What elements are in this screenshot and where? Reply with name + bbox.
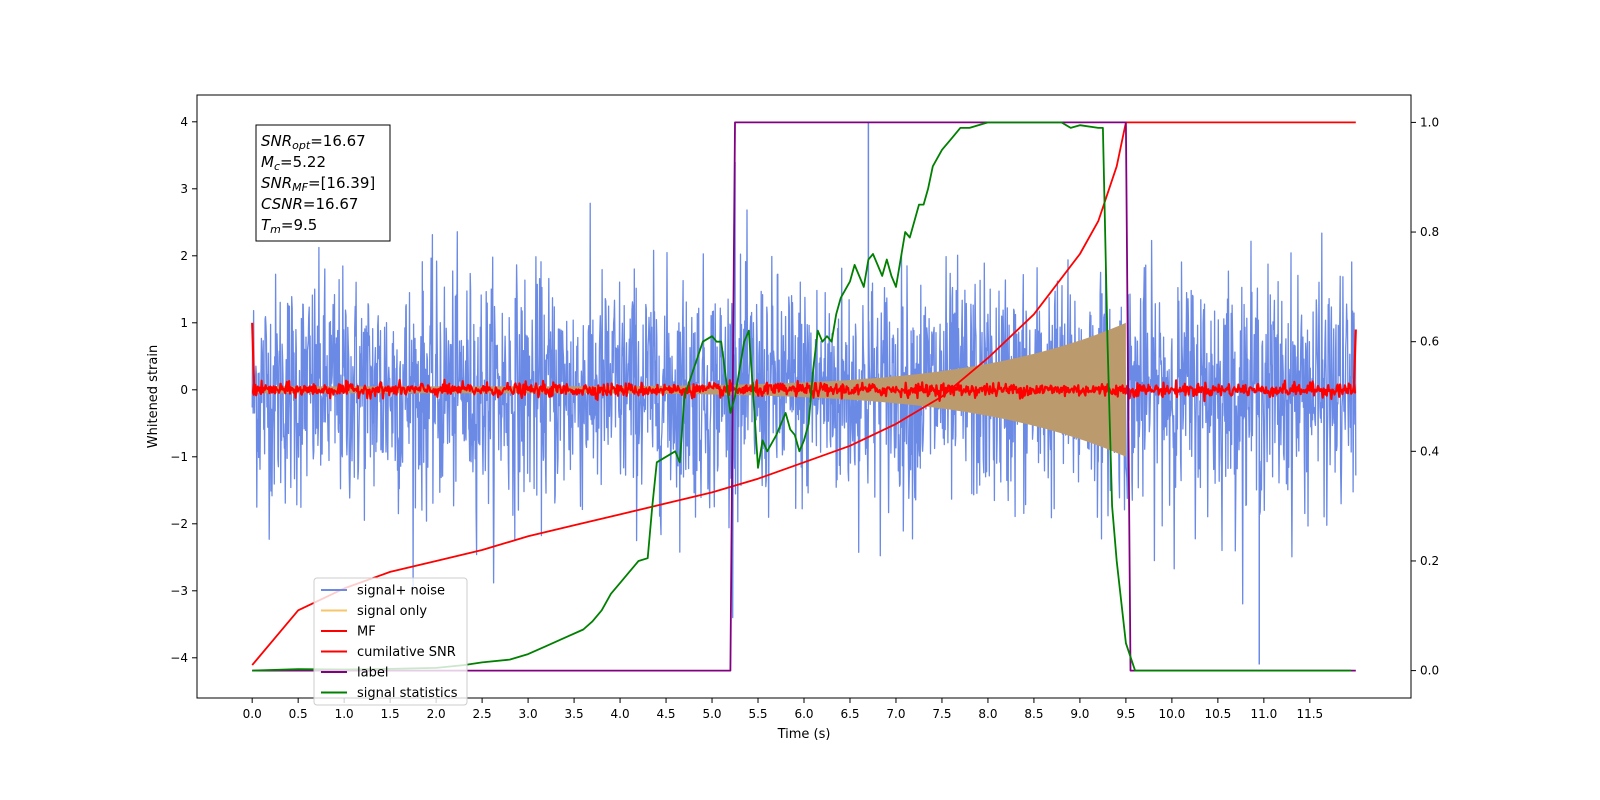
x-tick-label: 5.0 [702, 707, 721, 721]
y-tick-label: −3 [170, 584, 188, 598]
annotation-frame [255, 124, 391, 242]
x-tick-label: 11.0 [1250, 707, 1277, 721]
x-tick-label: 8.5 [1024, 707, 1043, 721]
y2-tick-label: 1.0 [1420, 115, 1439, 129]
y2-tick-label: 0.0 [1420, 664, 1439, 678]
y2-tick-label: 0.6 [1420, 335, 1439, 349]
legend-label: signal statistics [357, 686, 458, 701]
x-tick-label: 3.5 [565, 707, 584, 721]
x-tick-label: 2.0 [427, 707, 446, 721]
y-tick-label: 4 [180, 115, 188, 129]
legend-frame [313, 577, 468, 706]
legend: signal+ noise signal only MF cumilative SNR… [313, 577, 468, 706]
x-tick-label: 3.0 [519, 707, 538, 721]
x-tick-label: 4.5 [656, 707, 675, 721]
y2-tick-label: 0.4 [1420, 444, 1439, 458]
x-tick-label: 9.5 [1116, 707, 1135, 721]
x-tick-label: 6.0 [794, 707, 813, 721]
legend-label: cumilative SNR [357, 645, 456, 660]
annotation-line: Tm=9.5 [261, 216, 317, 236]
cumulative-snr-line [251, 121, 1356, 666]
x-tick-label: 11.5 [1296, 707, 1323, 721]
y-tick-label: 0 [180, 383, 188, 397]
x-tick-label: 7.0 [886, 707, 905, 721]
signal-noise-line [251, 202, 1357, 619]
annotation-box: SNRopt=16.67Mc=5.22SNRMF=[16.39]CSNR=16.… [255, 124, 391, 242]
annotation-line: CSNR=16.67 [261, 195, 358, 213]
x-tick-label: 1.5 [381, 707, 400, 721]
y2-tick-label: 0.8 [1420, 225, 1439, 239]
x-tick-label: 10.0 [1159, 707, 1186, 721]
y-tick-label: 1 [180, 316, 188, 330]
y2-tick-label: 0.2 [1420, 554, 1439, 568]
axes: 0.0 0.5 1.0 1.5 2.0 2.5 3.0 3.5 4.0 4.5 5.0 5.5 6.0 6… [146, 94, 1439, 742]
series-right-axis [251, 121, 1356, 672]
legend-label: signal only [357, 604, 427, 619]
y-tick-label: 3 [180, 182, 188, 196]
y-tick-label: −4 [170, 651, 188, 665]
series-mf [251, 322, 1357, 403]
x-tick-label: 0.5 [289, 707, 308, 721]
x-tick-label: 5.5 [748, 707, 767, 721]
y-tick-label: −2 [170, 517, 188, 531]
annotation-line: SNRopt=16.67 [261, 132, 366, 152]
signal-statistics-line [252, 121, 1352, 672]
legend-label: signal+ noise [357, 584, 445, 599]
y-tick-label: 2 [180, 249, 188, 263]
annotation-line: Mc=5.22 [261, 153, 326, 173]
x-tick-label: 2.5 [473, 707, 492, 721]
y-axis-label: Whitened strain [146, 345, 161, 448]
x-tick-label: 6.5 [840, 707, 859, 721]
x-tick-label: 1.0 [335, 707, 354, 721]
x-axis-label: Time (s) [777, 727, 831, 742]
x-tick-label: 10.5 [1205, 707, 1232, 721]
x-tick-label: 9.0 [1070, 707, 1089, 721]
mf-line [251, 322, 1357, 403]
legend-label: MF [357, 625, 376, 640]
x-tick-label: 0.0 [243, 707, 262, 721]
x-tick-label: 8.0 [978, 707, 997, 721]
legend-label: label [357, 666, 388, 681]
x-tick-label: 4.0 [611, 707, 630, 721]
y-tick-label: −1 [170, 450, 188, 464]
annotation-line: SNRMF=[16.39] [261, 174, 375, 194]
x-tick-label: 7.5 [932, 707, 951, 721]
plot-area [251, 121, 1357, 672]
